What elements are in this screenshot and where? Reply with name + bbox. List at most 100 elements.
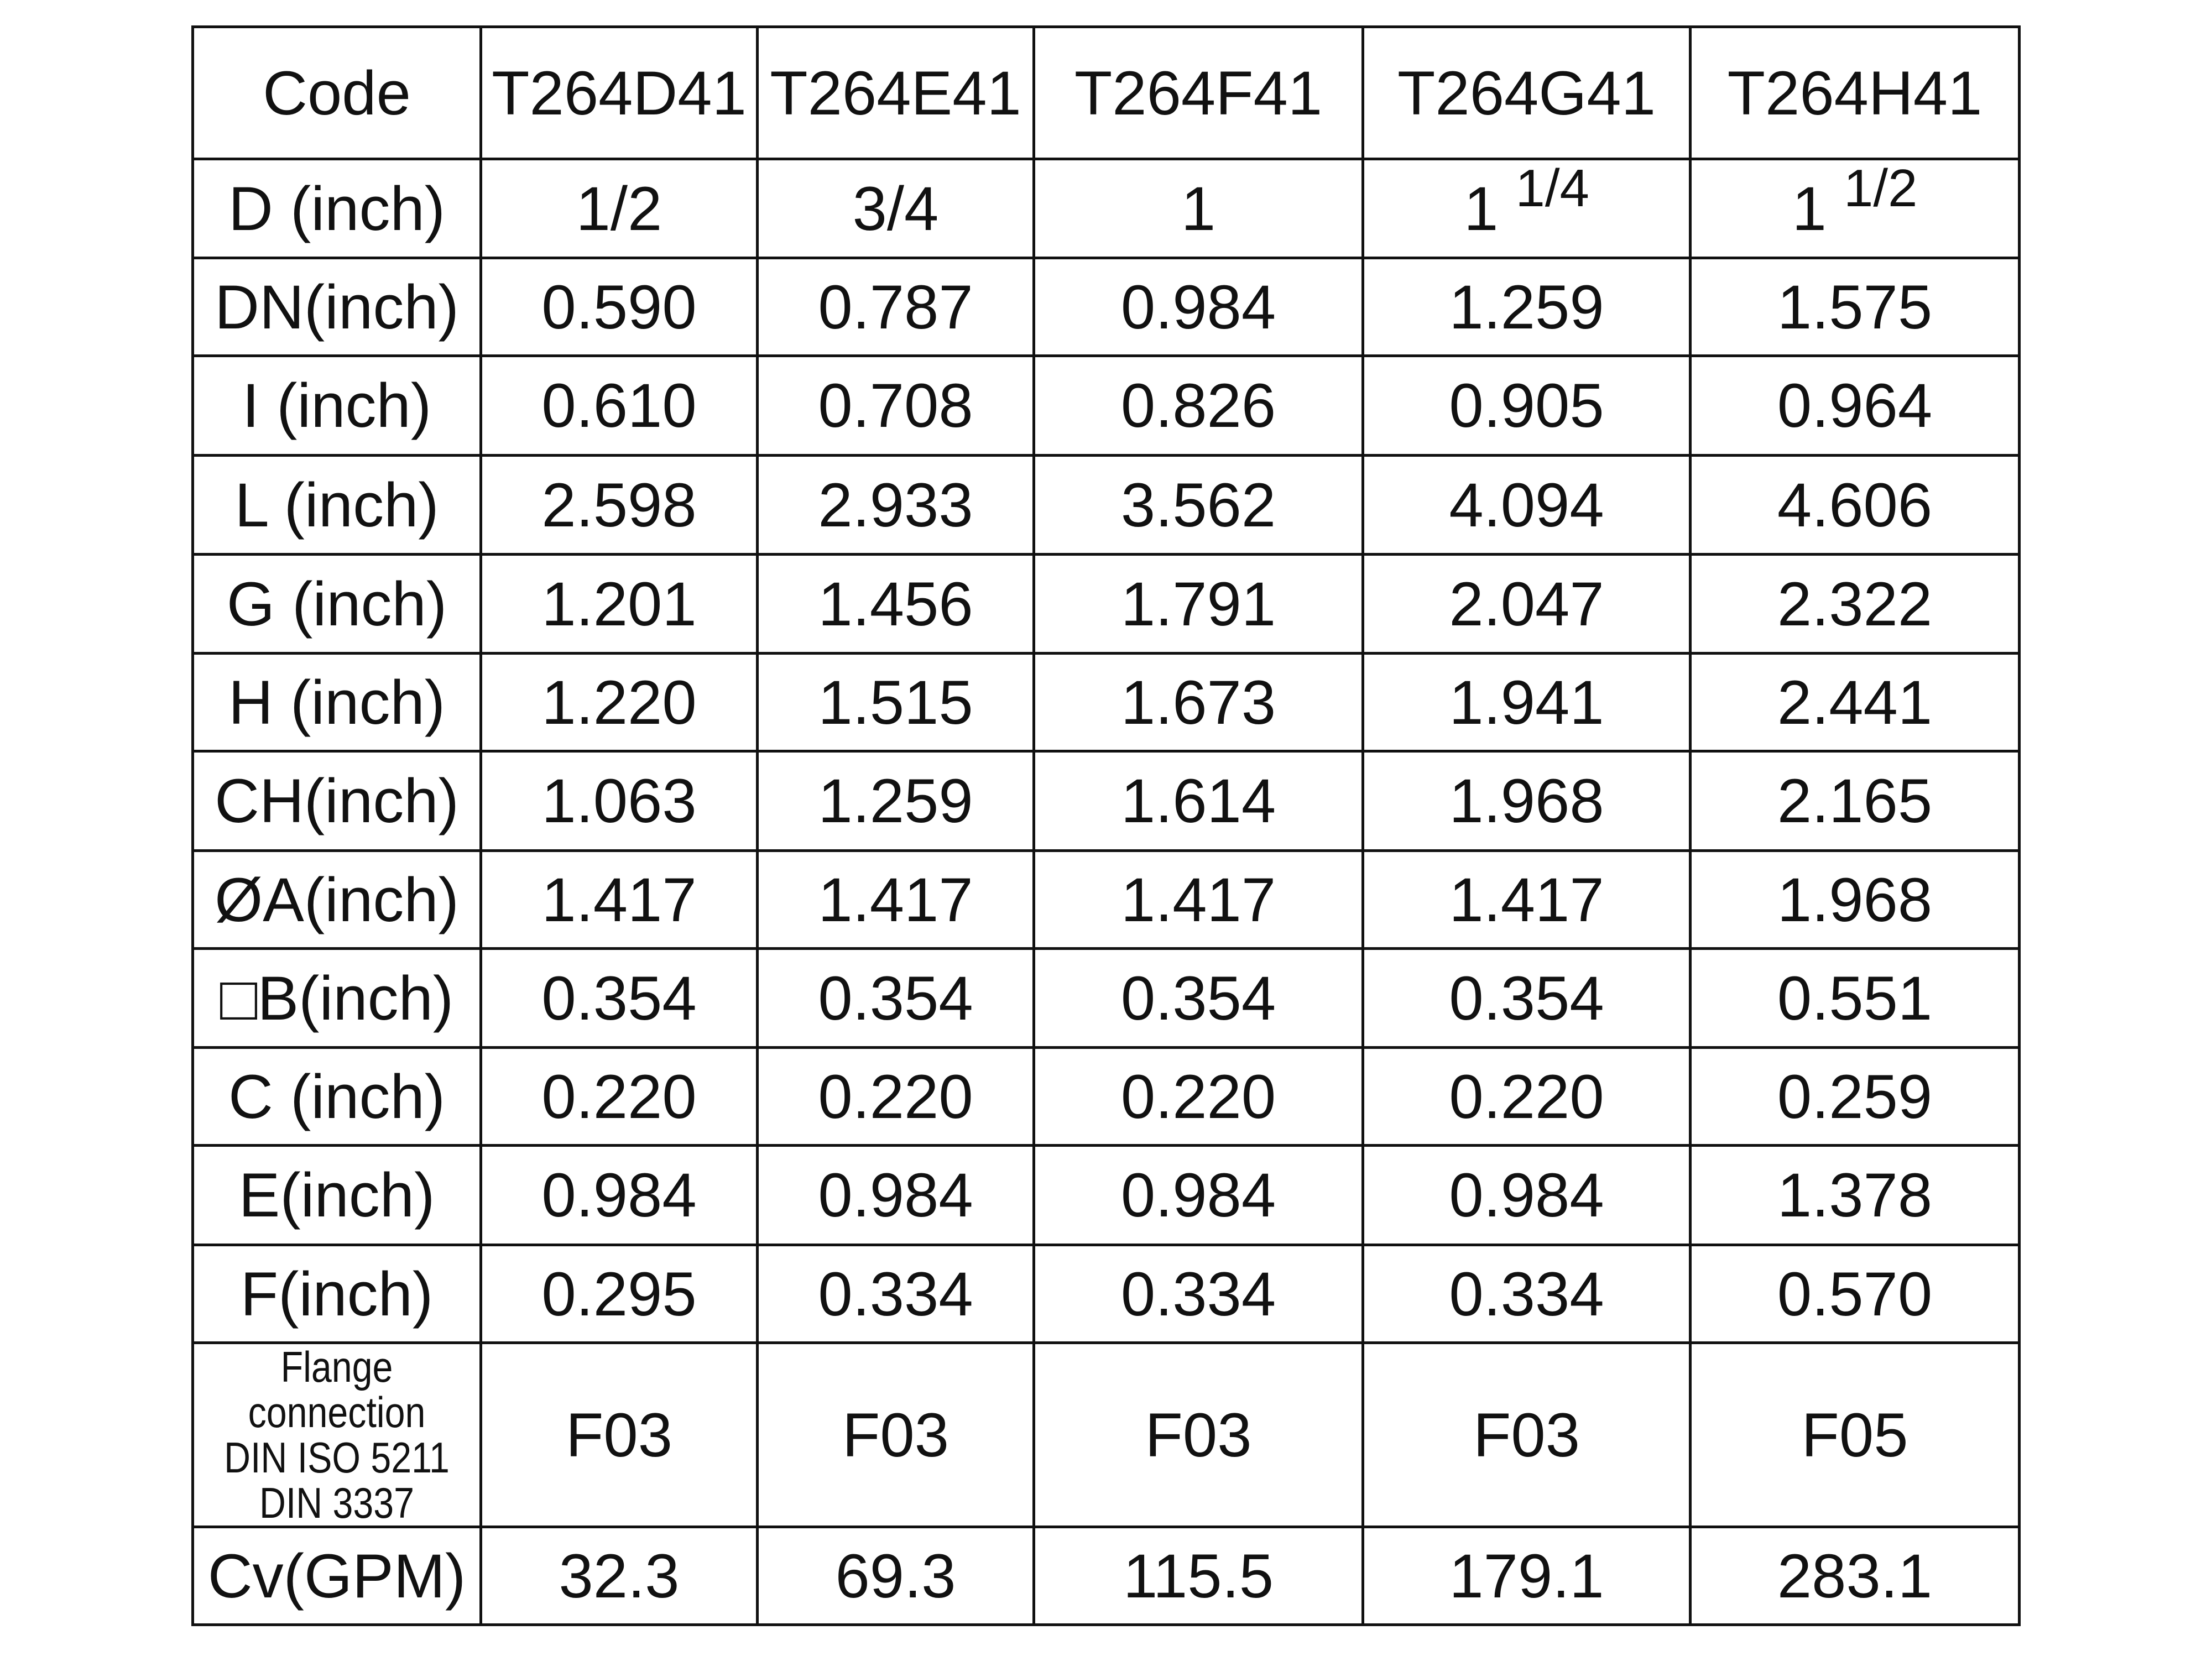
cell: 1.968 — [1361, 750, 1692, 852]
row-label: E(inch) — [191, 1144, 482, 1246]
cell: 0.984 — [1032, 257, 1364, 357]
cell: 0.551 — [1689, 947, 2021, 1049]
cell: 179.1 — [1361, 1526, 1692, 1626]
cell: 1.417 — [1032, 849, 1364, 950]
cell: 2.165 — [1689, 750, 2021, 852]
fraction: 1/4 — [1515, 159, 1589, 218]
cell: 0.354 — [1032, 947, 1364, 1049]
cell: 1.220 — [479, 652, 759, 753]
row-label: G (inch) — [191, 553, 482, 655]
cell: T264G41 — [1361, 25, 1692, 160]
row-label: DN(inch) — [191, 257, 482, 357]
table-row: F(inch) 0.295 0.334 0.334 0.334 0.570 — [191, 1244, 2021, 1344]
row-label: H (inch) — [191, 652, 482, 753]
cell: 1.968 — [1689, 849, 2021, 950]
cell: 0.220 — [756, 1046, 1035, 1147]
cell: 2.322 — [1689, 553, 2021, 655]
cell: 0.964 — [1689, 354, 2021, 457]
cell: 2.441 — [1689, 652, 2021, 753]
cell: 115.5 — [1032, 1526, 1364, 1626]
table-row: Code T264D41 T264E41 T264F41 T264G41 T264H41 — [191, 25, 2021, 160]
cell: 0.220 — [479, 1046, 759, 1147]
spec-table: Code T264D41 T264E41 T264F41 T264G41 T264H41 D… — [191, 25, 2021, 1626]
cell: 0.787 — [756, 257, 1035, 357]
cell: 1.417 — [756, 849, 1035, 950]
cell: 0.826 — [1032, 354, 1364, 457]
cell-line: connection — [248, 1388, 426, 1436]
cell: 4.606 — [1689, 454, 2021, 556]
cell: 3.562 — [1032, 454, 1364, 556]
cell: 1.941 — [1361, 652, 1692, 753]
row-label: F(inch) — [191, 1244, 482, 1344]
cell: 0.984 — [756, 1144, 1035, 1246]
cell: 0.610 — [479, 354, 759, 457]
cell: 1.673 — [1032, 652, 1364, 753]
cell: 1 1/4 — [1361, 158, 1692, 259]
cell: 1.614 — [1032, 750, 1364, 852]
cell: 0.354 — [479, 947, 759, 1049]
cell: 0.334 — [1032, 1244, 1364, 1344]
table-row: DN(inch) 0.590 0.787 0.984 1.259 1.575 — [191, 257, 2021, 357]
cell: 1.575 — [1689, 257, 2021, 357]
row-label: Flange connection DIN ISO 5211 DIN 3337 — [191, 1341, 482, 1528]
table-row: E(inch) 0.984 0.984 0.984 0.984 1.378 — [191, 1144, 2021, 1246]
cell: 1.378 — [1689, 1144, 2021, 1246]
cell: 0.220 — [1361, 1046, 1692, 1147]
cell: 283.1 — [1689, 1526, 2021, 1626]
cell: 1 — [1032, 158, 1364, 259]
cell: 1.456 — [756, 553, 1035, 655]
table-row: I (inch) 0.610 0.708 0.826 0.905 0.964 — [191, 354, 2021, 457]
cell: 1.515 — [756, 652, 1035, 753]
cell: 1.417 — [1361, 849, 1692, 950]
cell: 0.905 — [1361, 354, 1692, 457]
row-label: Code — [191, 25, 482, 160]
row-label: CH(inch) — [191, 750, 482, 852]
table-row: L (inch) 2.598 2.933 3.562 4.094 4.606 — [191, 454, 2021, 556]
cell: 1.259 — [1361, 257, 1692, 357]
cell: 0.984 — [1361, 1144, 1692, 1246]
cell: 0.354 — [756, 947, 1035, 1049]
fraction: 1/2 — [1843, 159, 1918, 218]
cell: 0.570 — [1689, 1244, 2021, 1344]
cell: 1.417 — [479, 849, 759, 950]
row-label: L (inch) — [191, 454, 482, 556]
cell: T264F41 — [1032, 25, 1364, 160]
table-row: CH(inch) 1.063 1.259 1.614 1.968 2.165 — [191, 750, 2021, 852]
whole-number: 1 — [1792, 174, 1827, 243]
row-label: C (inch) — [191, 1046, 482, 1147]
cell: 0.984 — [1032, 1144, 1364, 1246]
cell: F03 — [1032, 1341, 1364, 1528]
cell: F03 — [756, 1341, 1035, 1528]
cell: 69.3 — [756, 1526, 1035, 1626]
table-row: Cv(GPM) 32.3 69.3 115.5 179.1 283.1 — [191, 1526, 2021, 1626]
cell: T264E41 — [756, 25, 1035, 160]
table-row: Flange connection DIN ISO 5211 DIN 3337 F03 F… — [191, 1341, 2021, 1528]
cell: 1.259 — [756, 750, 1035, 852]
cell: 0.708 — [756, 354, 1035, 457]
cell: 0.334 — [1361, 1244, 1692, 1344]
cell: 1.791 — [1032, 553, 1364, 655]
cell-line: DIN 3337 — [259, 1479, 415, 1527]
cell: T264H41 — [1689, 25, 2021, 160]
cell: 32.3 — [479, 1526, 759, 1626]
row-label: ØA(inch) — [191, 849, 482, 950]
row-label: I (inch) — [191, 354, 482, 457]
cell: 0.984 — [479, 1144, 759, 1246]
cell: 0.259 — [1689, 1046, 2021, 1147]
row-label: □B(inch) — [191, 947, 482, 1049]
cell: 0.354 — [1361, 947, 1692, 1049]
cell: 1 1/2 — [1689, 158, 2021, 259]
cell: F03 — [479, 1341, 759, 1528]
whole-number: 1 — [1464, 174, 1499, 243]
row-label: Cv(GPM) — [191, 1526, 482, 1626]
table-row: ØA(inch) 1.417 1.417 1.417 1.417 1.968 — [191, 849, 2021, 950]
table-row: G (inch) 1.201 1.456 1.791 2.047 2.322 — [191, 553, 2021, 655]
cell-line: DIN ISO 5211 — [224, 1433, 450, 1482]
cell: 2.047 — [1361, 553, 1692, 655]
cell: 0.295 — [479, 1244, 759, 1344]
cell: 1/2 — [479, 158, 759, 259]
cell: 0.220 — [1032, 1046, 1364, 1147]
table-row: H (inch) 1.220 1.515 1.673 1.941 2.441 — [191, 652, 2021, 753]
cell: 1.201 — [479, 553, 759, 655]
cell: 2.598 — [479, 454, 759, 556]
